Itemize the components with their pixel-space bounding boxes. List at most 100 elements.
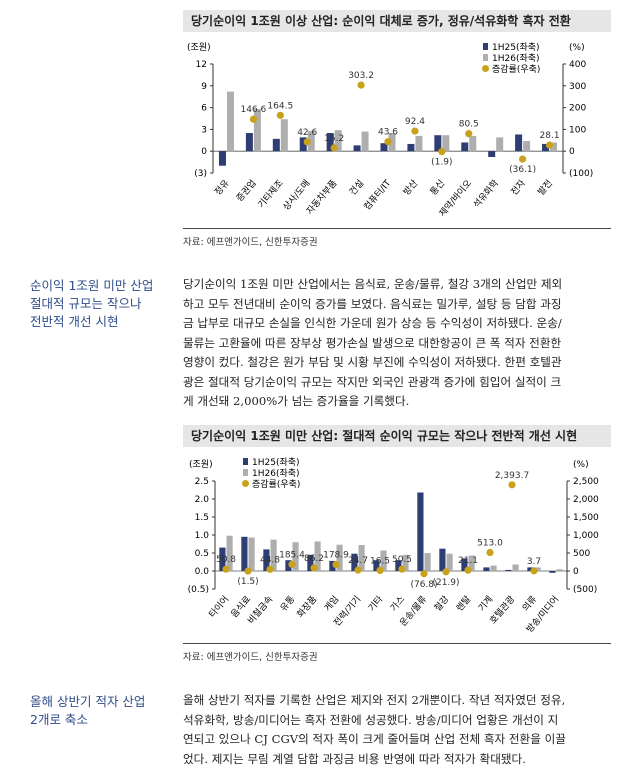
legend-swatch — [482, 65, 489, 72]
growth-marker — [398, 565, 406, 573]
chart1-plot: (조원) (%) 12 9 6 3 0 (3) 400 300 200 100 0 (100) 정유 146.… — [187, 42, 593, 219]
bar-prev — [488, 151, 496, 158]
growth-data-label: 16.5 — [370, 556, 390, 566]
bar-prev — [329, 560, 336, 571]
growth-data-label: (1.9) — [431, 158, 452, 168]
bar-curr — [415, 135, 423, 152]
bar-prev — [395, 560, 402, 571]
bar-curr — [496, 137, 504, 152]
bar-curr — [358, 545, 365, 571]
category-label: 렌탈 — [454, 594, 473, 614]
growth-marker — [486, 548, 494, 557]
growth-marker — [354, 566, 362, 574]
category-label: 통신 — [428, 178, 447, 198]
legend-label: 증감률(우축) — [492, 63, 540, 75]
growth-marker — [530, 567, 538, 575]
bar-curr — [388, 133, 396, 152]
bar-prev — [505, 569, 512, 571]
growth-data-label: 44.8 — [260, 555, 280, 565]
growth-data-label: 146.6 — [241, 105, 267, 115]
body-line: 금 납부로 대규모 손실을 인식한 가운데 원가 상승 등 수익성이 저하됐다.… — [183, 316, 562, 330]
bar-curr — [270, 539, 277, 571]
growth-data-label: 303.2 — [348, 71, 374, 81]
growth-data-label: 86.2 — [304, 554, 324, 564]
growth-marker — [303, 138, 311, 146]
growth-data-label: 185.4 — [279, 550, 305, 560]
left-tick-label: 0 — [201, 147, 207, 157]
growth-data-label: 42.6 — [297, 128, 317, 138]
bar-prev — [380, 143, 388, 152]
right-tick-label: 0 — [569, 147, 575, 157]
growth-marker — [464, 566, 472, 574]
bar-prev — [263, 549, 270, 571]
bar-curr — [314, 541, 321, 571]
legend-swatch — [242, 480, 249, 487]
chart2-plot: (조원) (%) 2.5 2.0 1.5 1.0 0.5 0.0 (0.5) 2,500 2,000… — [188, 457, 599, 635]
bar-curr — [361, 131, 369, 152]
category-label: 가스 — [388, 594, 407, 614]
sidebar-line: 2개로 축소 — [30, 712, 88, 727]
bar-prev — [434, 135, 442, 152]
chart2-bottom-rule — [183, 643, 611, 644]
category-label: 증권업 — [234, 177, 259, 204]
legend-label: 증감률(우축) — [252, 478, 300, 490]
growth-marker — [330, 144, 338, 152]
bar-curr — [523, 141, 531, 152]
left-axis-unit: (조원) — [187, 42, 211, 53]
bar-prev — [299, 137, 307, 152]
bar-curr — [248, 537, 255, 571]
bar-curr — [380, 550, 387, 571]
category-label: 컴퓨터/IT — [361, 177, 394, 213]
bar-curr — [280, 119, 288, 152]
right-tick-label: 100 — [569, 125, 586, 135]
growth-data-label: (1.5) — [237, 577, 258, 587]
right-axis-unit: (%) — [569, 43, 585, 53]
left-tick-label: 6 — [201, 104, 207, 114]
bar-prev — [353, 145, 361, 152]
category-label: 건설 — [347, 178, 366, 198]
right-tick-label: (500) — [573, 585, 597, 595]
left-tick-label: 12 — [196, 60, 207, 70]
bar-prev — [272, 138, 280, 152]
right-tick-label: 500 — [573, 549, 590, 559]
chart2-title: 당기순이익 1조원 미만 산업: 절대적 순이익 규모는 작으나 전반적 개선 … — [183, 425, 611, 447]
body-line: 광은 절대적 당기순이익 규모는 작지만 외국인 관광객 증가에 힘입어 실적이… — [183, 374, 562, 389]
growth-marker — [519, 155, 527, 163]
sidebar-line: 절대적 규모는 작으나 — [30, 296, 142, 311]
bar-prev — [351, 553, 358, 571]
left-tick-label: 0.0 — [195, 567, 210, 577]
bar-prev — [439, 548, 446, 571]
bar-prev — [515, 134, 523, 152]
bar-curr — [402, 554, 409, 571]
bar-prev — [245, 133, 253, 152]
category-label: 화장품 — [295, 594, 319, 620]
bar-curr — [550, 142, 558, 152]
growth-data-label: (76.8) — [410, 580, 437, 590]
bar-prev — [461, 558, 468, 571]
bar-prev — [326, 133, 334, 152]
category-label: 의류 — [520, 594, 539, 614]
chart1-title: 당기순이익 1조원 이상 산업: 순이익 대체로 증가, 정유/석유화학 흑자 … — [183, 10, 611, 32]
chart2-source: 자료: 에프앤가이드, 신한투자증권 — [183, 652, 318, 663]
bar-prev — [527, 567, 534, 571]
category-label: 정유 — [213, 178, 232, 198]
bar-prev — [373, 560, 380, 571]
category-label: 게임 — [321, 593, 341, 613]
bar-curr — [334, 130, 342, 152]
growth-marker — [266, 565, 274, 573]
bar-prev — [241, 536, 248, 571]
bar-prev — [407, 143, 415, 152]
right-tick-label: 1,500 — [573, 513, 599, 523]
category-label: 전자 — [509, 177, 529, 197]
bar-curr — [534, 567, 541, 571]
category-label: 발전 — [536, 178, 555, 198]
bar-curr — [442, 135, 450, 152]
bar-prev — [483, 567, 490, 571]
growth-marker — [465, 130, 473, 138]
legend-swatch — [243, 458, 248, 465]
growth-marker — [508, 481, 516, 489]
bar-prev — [549, 571, 556, 573]
growth-data-label: 15.2 — [324, 134, 344, 144]
chart1-source: 자료: 에프앤가이드, 신한투자증권 — [183, 237, 318, 248]
bar-curr — [226, 535, 233, 571]
